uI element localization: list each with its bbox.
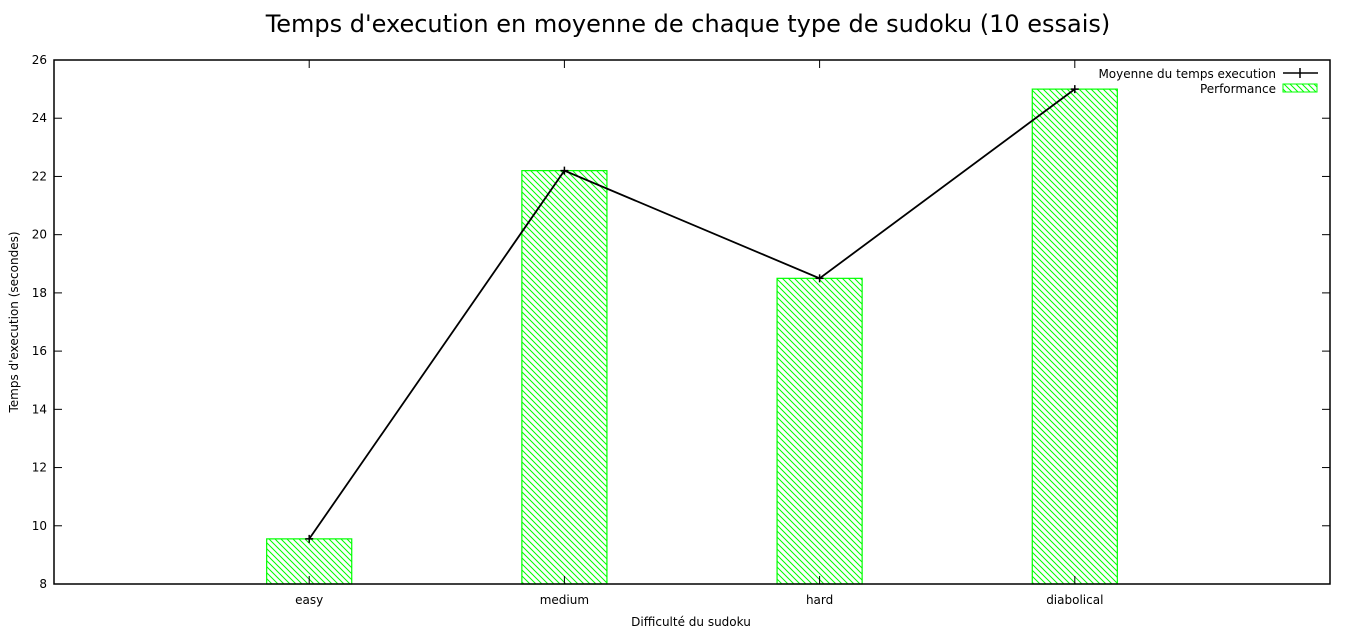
line-point-easy <box>305 534 314 543</box>
legend-label-line: Moyenne du temps execution <box>1098 67 1276 81</box>
y-tick-label: 16 <box>32 344 47 358</box>
x-tick-label: easy <box>295 593 323 607</box>
y-tick-label: 14 <box>32 402 47 416</box>
plot-frame <box>53 59 1331 585</box>
x-tick-label: diabolical <box>1046 593 1103 607</box>
y-axis-label: Temps d'execution (secondes) <box>7 231 21 413</box>
chart-title: Temps d'execution en moyenne de chaque t… <box>265 10 1111 38</box>
y-tick-label: 26 <box>32 53 47 67</box>
y-tick-label: 18 <box>32 286 47 300</box>
y-tick-label: 10 <box>32 519 47 533</box>
x-axis-ticks: easy medium hard diabolical <box>295 60 1103 607</box>
x-tick-label: hard <box>806 593 833 607</box>
bar-medium <box>521 170 608 585</box>
line-point-hard <box>815 274 824 283</box>
legend: Moyenne du temps execution Performance <box>1098 67 1318 96</box>
bar-diabolical <box>1031 88 1118 585</box>
x-axis-label: Difficulté du sudoku <box>631 615 751 629</box>
x-tick-label: medium <box>540 593 589 607</box>
legend-bar-sample <box>1282 83 1318 93</box>
y-tick-label: 8 <box>39 577 47 591</box>
line-point-diabolical <box>1070 85 1079 94</box>
y-tick-label: 22 <box>32 169 47 183</box>
line-point-medium <box>560 166 569 175</box>
bar-hard <box>776 277 863 585</box>
line-series-path <box>308 88 1076 540</box>
legend-label-bar: Performance <box>1200 82 1276 96</box>
y-tick-label: 24 <box>32 111 47 125</box>
y-tick-label: 20 <box>32 228 47 242</box>
y-axis-ticks: 8 10 12 14 16 18 20 22 24 26 <box>32 53 1330 591</box>
line-series-layer <box>305 85 1079 543</box>
bars-layer <box>266 88 1118 585</box>
y-tick-label: 12 <box>32 461 47 475</box>
